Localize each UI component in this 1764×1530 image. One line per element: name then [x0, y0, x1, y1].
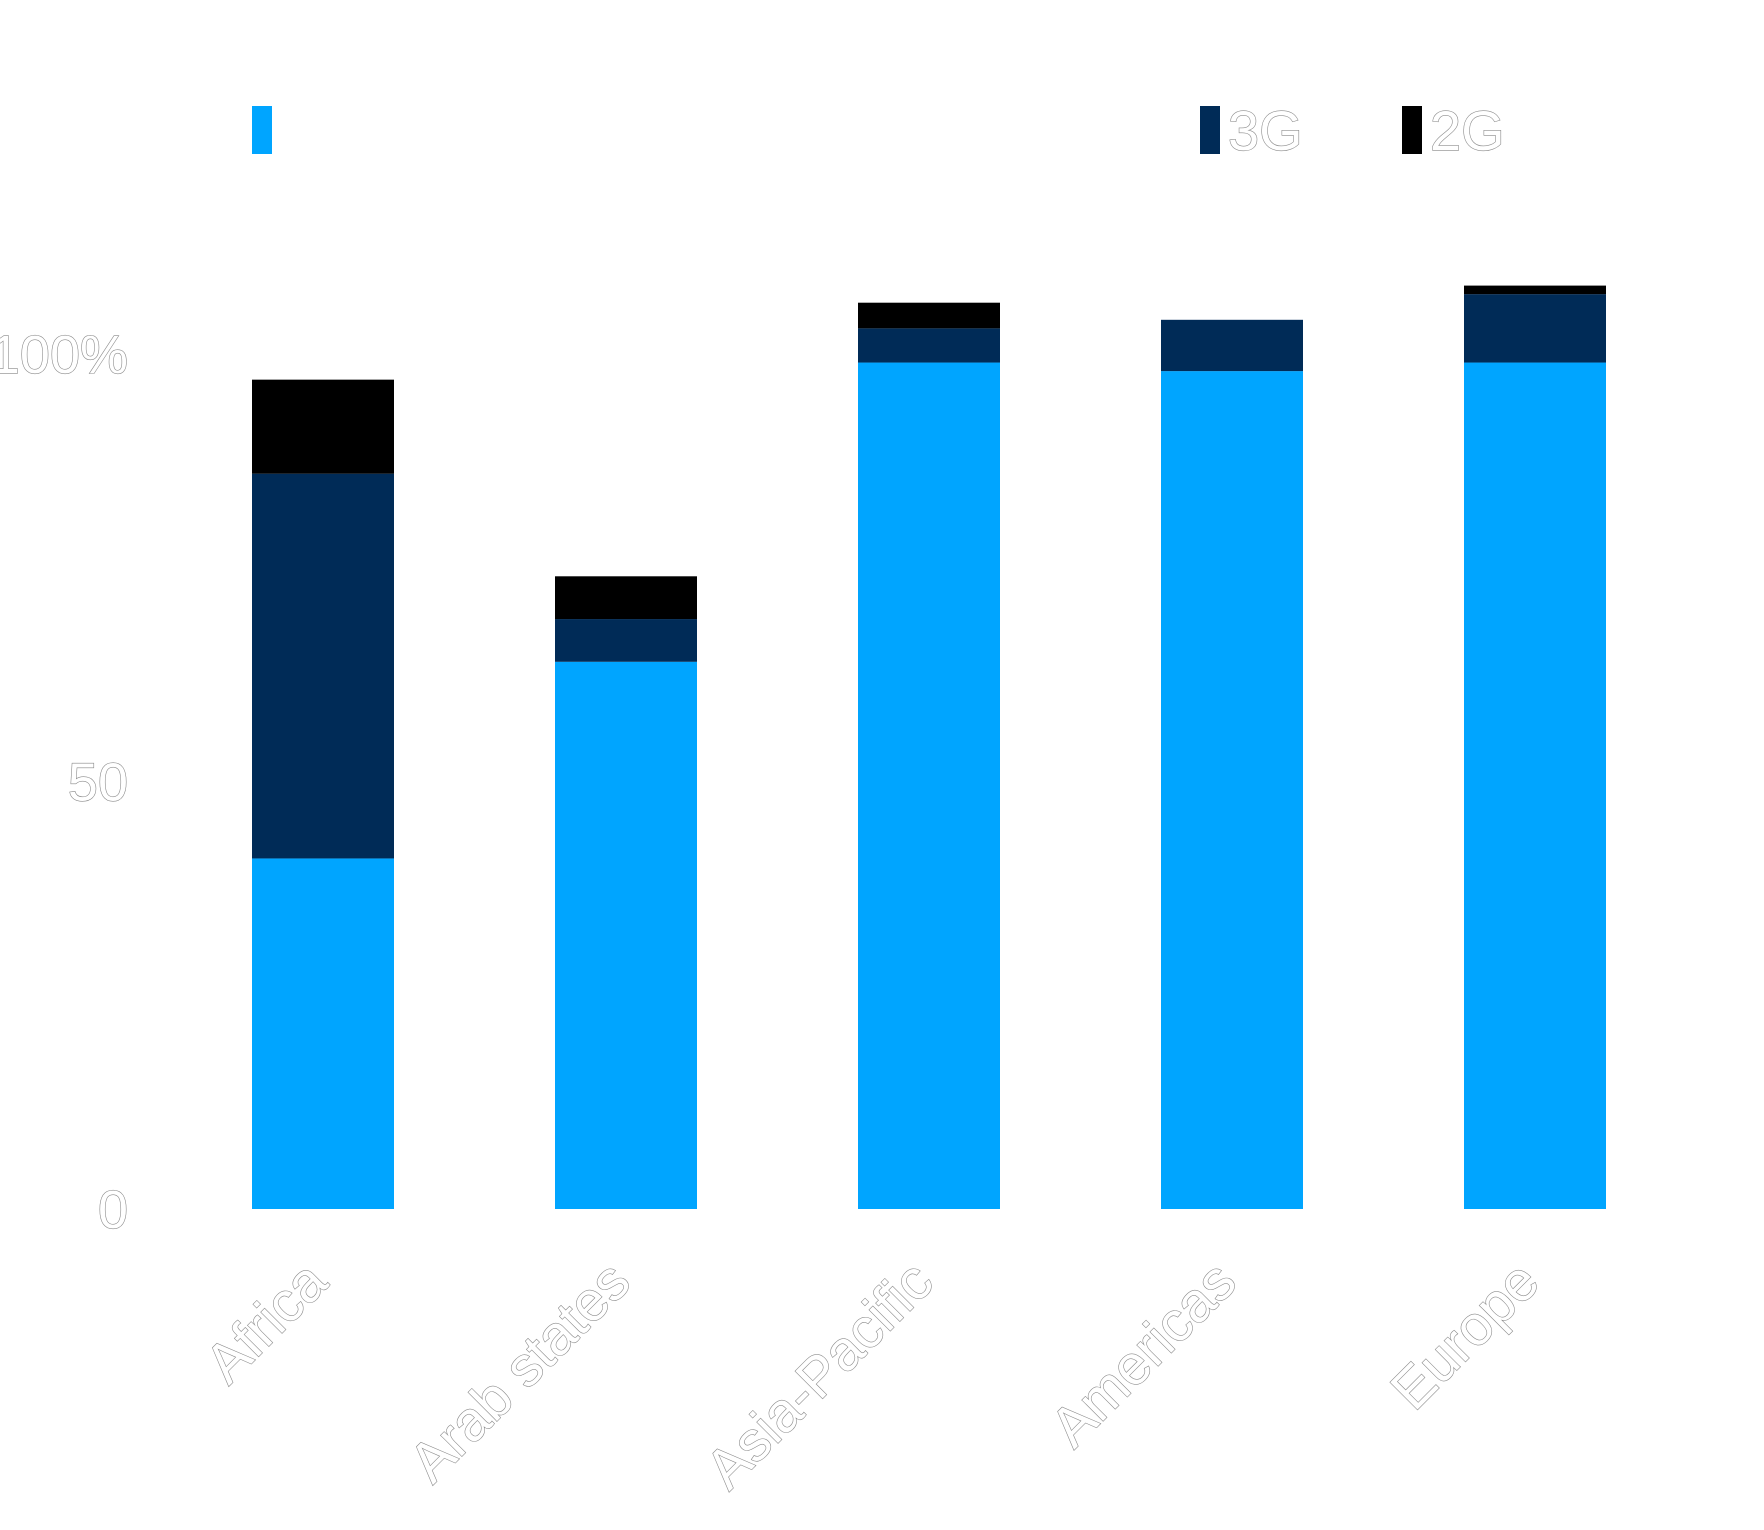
bar-arab-states-2g	[555, 576, 697, 620]
legend-label-3g: 3G	[1228, 99, 1303, 162]
x-tick-label-americas: Americas	[1038, 1249, 1248, 1459]
bar-arab-states-3g	[555, 619, 697, 662]
y-tick-label-100: 100%	[0, 325, 128, 385]
legend-label-2g: 2G	[1430, 99, 1505, 162]
bar-americas-3g	[1161, 319, 1303, 372]
y-tick-label-0: 0	[98, 1180, 128, 1240]
bar-americas-series-1	[1161, 371, 1303, 1210]
y-axis: 0 50 100%	[0, 324, 129, 1240]
x-tick-label-asia-pacific: Asia-Pacific	[693, 1249, 944, 1500]
bar-asia-pacific-2g	[858, 302, 1000, 329]
bar-arab-states-series-1	[555, 661, 697, 1209]
bar-africa-2g	[252, 379, 394, 474]
bar-asia-pacific-series-1	[858, 362, 1000, 1209]
bar-africa-3g	[252, 473, 394, 859]
x-tick-label-arab-states: Arab states	[397, 1249, 642, 1494]
bar-europe-series-1	[1464, 362, 1606, 1209]
legend-swatch-series-1	[252, 106, 272, 154]
legend: 3G 2G	[252, 98, 1505, 163]
x-tick-label-europe: Europe	[1378, 1249, 1550, 1421]
bar-asia-pacific-3g	[858, 328, 1000, 363]
bars	[252, 285, 1606, 1210]
legend-swatch-2g	[1402, 106, 1422, 154]
x-tick-label-africa: Africa	[193, 1248, 339, 1394]
legend-swatch-3g	[1200, 106, 1220, 154]
x-axis: Africa Arab states Asia-Pacific Americas Eur…	[192, 1248, 1551, 1501]
bar-africa-series-1	[252, 858, 394, 1209]
bar-europe-2g	[1464, 285, 1606, 295]
bar-europe-3g	[1464, 294, 1606, 363]
y-tick-label-50: 50	[68, 753, 128, 813]
